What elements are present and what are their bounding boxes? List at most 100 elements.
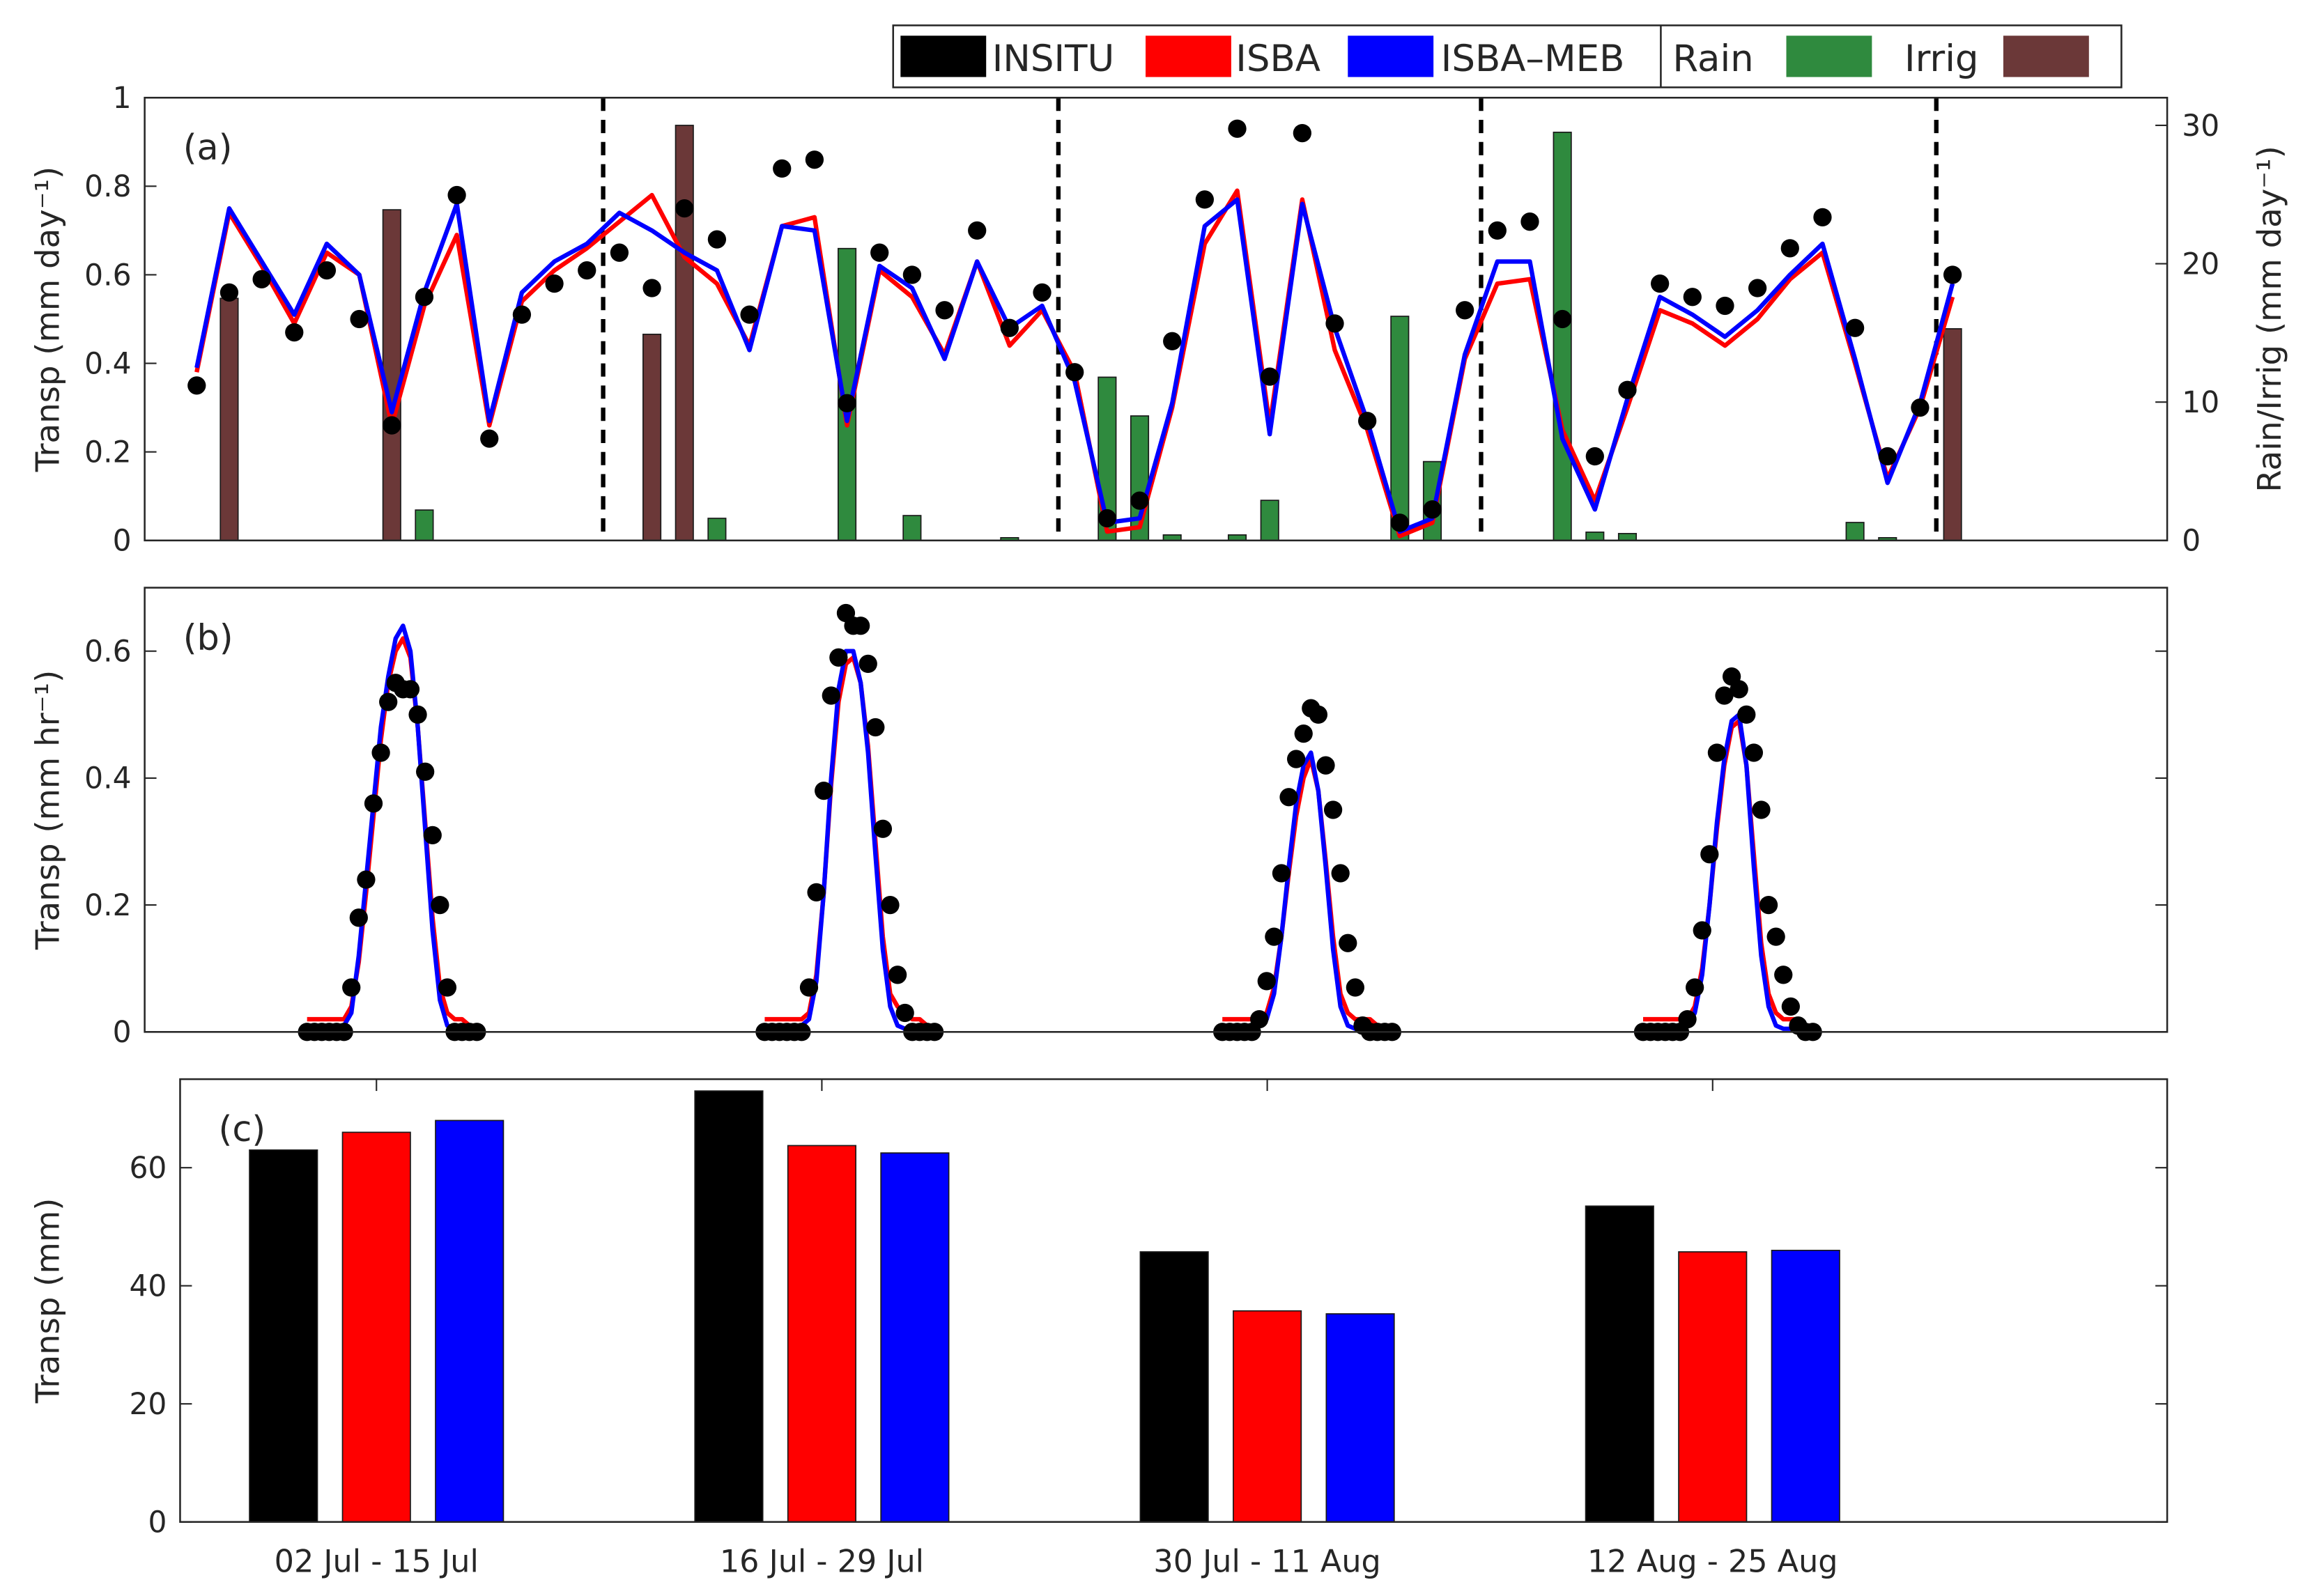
data-point — [935, 301, 954, 320]
data-point — [799, 978, 819, 997]
data-point — [371, 743, 390, 762]
data-point — [1759, 895, 1778, 915]
data-point — [1286, 750, 1306, 768]
data-point — [379, 692, 398, 711]
panel: 0 20 40 60 Transp (mm) (c) 02 Jul - 15 Jul 16 J… — [29, 1078, 2169, 1580]
data-point — [1520, 212, 1539, 231]
legend-swatch — [1348, 36, 1434, 77]
data-point — [1293, 123, 1311, 143]
data-point — [1730, 680, 1748, 699]
data-point — [852, 617, 870, 635]
data-point — [1163, 332, 1182, 350]
bar — [707, 518, 727, 541]
data-point — [707, 230, 727, 249]
data-point — [423, 826, 442, 845]
data-point — [1325, 314, 1344, 333]
data-point — [1715, 686, 1734, 705]
plot-frame — [179, 1078, 2169, 1523]
bar — [694, 1090, 764, 1523]
y-tick-label: 0.4 — [84, 761, 131, 796]
data-point — [888, 966, 907, 984]
y-tick-label: 0.4 — [84, 346, 131, 380]
y-tick-label: 0.8 — [84, 169, 131, 203]
bar — [642, 334, 662, 541]
y-tick-label: 0 — [148, 1505, 167, 1539]
legend-label: ISBA — [1235, 38, 1320, 80]
panel-label: (c) — [219, 1108, 266, 1149]
data-point — [349, 908, 368, 927]
data-point — [838, 394, 856, 412]
y-tick-label: 0.6 — [84, 258, 131, 292]
data-point — [1744, 743, 1764, 762]
data-point — [1737, 705, 1756, 724]
data-point — [1585, 447, 1604, 466]
data-point — [1294, 724, 1313, 743]
data-point — [447, 185, 466, 205]
data-point — [578, 261, 596, 280]
data-point — [1748, 279, 1767, 297]
data-point — [1265, 927, 1284, 946]
data-point — [968, 221, 987, 240]
data-point — [383, 416, 401, 435]
bar — [1943, 328, 1962, 541]
legend-swatch — [2003, 36, 2089, 77]
data-point — [431, 895, 449, 915]
data-point — [740, 305, 759, 324]
data-point — [1766, 927, 1785, 946]
data-point — [187, 376, 206, 395]
data-point — [881, 895, 900, 915]
data-point — [480, 429, 499, 448]
data-point — [1358, 412, 1377, 431]
data-point — [1279, 788, 1298, 807]
data-point — [1678, 1009, 1697, 1029]
y-axis-label: Transp (mm hr⁻¹) — [29, 670, 67, 950]
bar — [1845, 522, 1865, 541]
x-tick-label: 16 Jul - 29 Jul — [720, 1544, 924, 1580]
data-point — [545, 274, 564, 293]
data-point — [773, 159, 792, 178]
y-tick-label: 0 — [113, 524, 132, 558]
y2-axis-label: Rain/Irrig (mm day⁻¹) — [2251, 146, 2288, 493]
data-point — [1686, 978, 1704, 997]
y-tick-label: 0.6 — [84, 635, 131, 669]
y-tick-label: 60 — [129, 1151, 167, 1185]
data-point — [1097, 509, 1116, 528]
legend-label: ISBA–MEB — [1441, 38, 1625, 80]
data-point — [1250, 1009, 1269, 1029]
data-point — [1309, 705, 1328, 724]
data-point — [873, 819, 893, 838]
x-tick-label: 30 Jul - 11 Aug — [1153, 1544, 1380, 1580]
data-point — [870, 243, 889, 262]
bar — [1771, 1250, 1840, 1523]
y-axis-label: Transp (mm day⁻¹) — [29, 166, 67, 472]
bar — [249, 1149, 318, 1523]
data-point — [858, 654, 877, 674]
data-point — [401, 680, 420, 699]
panel: 0 0.2 0.4 0.6 Transp (mm hr⁻¹) (b) — [29, 587, 2169, 1049]
y-tick-label: 20 — [129, 1387, 167, 1421]
data-point — [805, 150, 824, 169]
panel-label: (b) — [183, 617, 233, 658]
bar — [1260, 499, 1279, 541]
bar — [1233, 1310, 1302, 1523]
bar — [1553, 132, 1572, 541]
data-point — [675, 199, 694, 218]
data-point — [866, 718, 885, 737]
bar — [382, 209, 401, 541]
data-point — [1781, 997, 1800, 1016]
data-point — [1700, 845, 1719, 864]
data-point — [1423, 500, 1442, 519]
data-point — [1774, 966, 1793, 984]
data-point — [1651, 274, 1670, 293]
data-point — [1780, 239, 1799, 258]
data-point — [1000, 318, 1019, 337]
data-point — [1130, 491, 1149, 510]
data-point — [1195, 190, 1214, 209]
data-point — [1257, 972, 1276, 991]
data-point — [1878, 447, 1897, 466]
x-tick-label: 02 Jul - 15 Jul — [275, 1544, 479, 1580]
bar — [1139, 1251, 1209, 1523]
data-point — [642, 279, 661, 297]
